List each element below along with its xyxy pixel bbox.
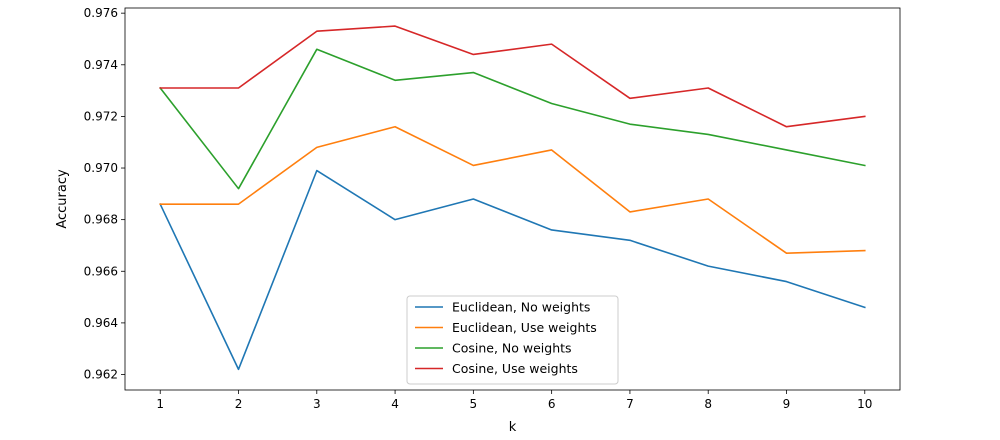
x-tick-label: 2	[235, 397, 243, 411]
x-tick-label: 1	[156, 397, 164, 411]
series-line-3	[159, 48, 866, 190]
axes: 1 2 3 4 5 6 7 8 9 10 0.962 0.964 0.966 0.968 0.970 0.97…	[84, 6, 901, 411]
x-tick-label: 3	[313, 397, 321, 411]
plot-area	[159, 25, 866, 371]
x-tick-label: 5	[470, 397, 478, 411]
x-tick-label: 10	[857, 397, 872, 411]
axes-frame	[124, 7, 901, 391]
series-line-4	[159, 25, 866, 128]
x-tick-label: 7	[626, 397, 634, 411]
y-tick-label: 0.970	[84, 161, 118, 175]
legend-box	[406, 295, 619, 385]
y-tick-label: 0.972	[84, 109, 118, 123]
y-tick-label: 0.962	[84, 368, 118, 382]
legend: Euclidean, No weights Euclidean, Use weig…	[406, 295, 619, 385]
y-tick-label: 0.974	[84, 58, 118, 72]
series-line-1	[159, 169, 866, 371]
x-axis-label: k	[509, 420, 517, 435]
y-tick-label: 0.976	[84, 6, 118, 20]
x-tick-label: 9	[783, 397, 791, 411]
x-tick-label: 6	[548, 397, 556, 411]
y-tick-label: 0.966	[84, 264, 118, 278]
legend-label-3: Cosine, No weights	[452, 341, 572, 356]
series-line-2	[159, 125, 866, 254]
x-tick-label: 8	[704, 397, 712, 411]
y-axis-label: Accuracy	[55, 169, 70, 229]
y-tick-label: 0.968	[84, 213, 118, 227]
y-tick-label: 0.964	[84, 316, 118, 330]
legend-label-2: Euclidean, Use weights	[452, 320, 597, 335]
x-tick-label: 4	[391, 397, 399, 411]
legend-label-4: Cosine, Use weights	[452, 361, 578, 376]
legend-label-1: Euclidean, No weights	[452, 300, 590, 315]
